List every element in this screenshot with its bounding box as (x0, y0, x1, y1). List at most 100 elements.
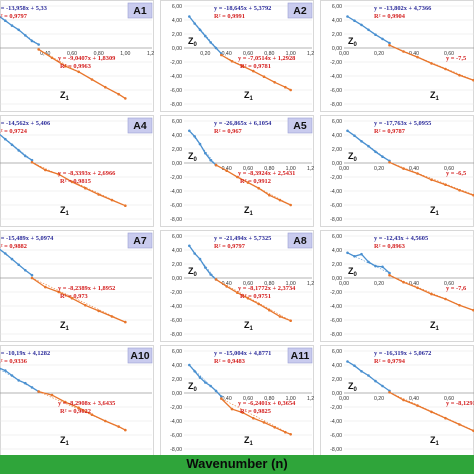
panel-label: A10 (130, 350, 149, 362)
panel-label-box (127, 117, 153, 134)
z0-series-trendline (0, 134, 33, 161)
x-tick-label: 0,40 (409, 281, 419, 287)
y-tick-label: 6,00 (172, 234, 182, 240)
z1-series-point (289, 433, 292, 436)
z0-series-trendline (189, 245, 217, 280)
z1-series-point (273, 81, 276, 84)
z0-r-squared: R² = 0,9797 (214, 243, 246, 250)
z0-r-squared: R² = 0,9991 (214, 13, 245, 20)
z0-series-trendline (347, 130, 390, 162)
x-tick-label: 0,60 (67, 51, 77, 57)
y-tick-label: -2,00 (330, 290, 342, 296)
panel-frame (320, 345, 474, 455)
z1-series-trendline (389, 162, 474, 196)
y-tick-label: 0,00 (172, 161, 182, 167)
z1-label: Z1 (430, 205, 440, 217)
chart-panel-a8: 6,00 4,00 2,00 0,00 -2,00 -4,00 -6,00 -8,00 0,40… (160, 230, 314, 342)
y-tick-label: 0,00 (332, 276, 342, 282)
y-tick-label: 4,00 (332, 133, 342, 139)
x-tick-label: 0,00 (339, 166, 349, 172)
y-tick-label: 2,00 (172, 32, 182, 38)
z1-r-squared: R² = 0,9912 (240, 178, 271, 185)
x-tick-label: 0,60 (444, 166, 454, 172)
z1-series-point (289, 88, 292, 92)
z0-series-point (367, 374, 370, 377)
xaxis-title: Wavenumber (n) (186, 456, 288, 471)
y-tick-label: -8,00 (330, 102, 342, 108)
y-tick-label: 2,00 (332, 32, 342, 38)
y-tick-label: 2,00 (332, 147, 342, 153)
z1-series-line (31, 277, 126, 323)
y-tick-label: -6,00 (330, 203, 342, 209)
y-tick-label: -8,00 (170, 332, 182, 338)
y-tick-label: -2,00 (170, 175, 182, 181)
x-tick-label: 1,20 (307, 396, 317, 402)
z1-equation: y = -8,3924x + 2,5431 (238, 170, 295, 177)
y-tick-label: -2,00 (330, 175, 342, 181)
z1-r-squared: R² = 0,9622 (60, 408, 91, 415)
y-tick-label: -6,00 (170, 318, 182, 324)
chart-panel-a10: A10 y = -10,19x + 4,1282R² = 0,9336 y = -8… (0, 345, 154, 455)
x-tick-label: 1,00 (286, 396, 296, 402)
z1-series-line (38, 390, 126, 431)
z0-series-point (198, 376, 202, 379)
z1-series-point (64, 64, 67, 68)
z0-equation: y = -12,43x + 4,5605 (374, 235, 428, 242)
z0-series-trendline (189, 364, 222, 397)
z1-r-squared: R² = 0,9963 (60, 63, 91, 70)
panel-label-box (287, 347, 313, 364)
x-tick-label: 0,40 (409, 166, 419, 172)
x-tick-label: 0,60 (444, 281, 454, 287)
y-tick-label: -2,00 (170, 60, 182, 66)
z1-series-point (124, 428, 127, 432)
panel-frame (0, 0, 154, 112)
z1-series-point (117, 92, 120, 96)
z0-equation: y = -16,319x + 5,0672 (374, 350, 431, 357)
z1-series-point (84, 186, 87, 190)
x-tick-label: 1,00 (286, 51, 296, 57)
y-tick-label: 4,00 (332, 248, 342, 254)
y-tick-label: -8,00 (330, 332, 342, 338)
z0-r-squared: R² = 0,9336 (0, 358, 28, 365)
y-tick-label: -4,00 (330, 419, 342, 425)
y-tick-label: -4,00 (330, 304, 342, 310)
z0-equation: y = -10,19x + 4,1282 (0, 350, 50, 357)
x-tick-label: 0,60 (444, 396, 454, 402)
z0-series-trendline (347, 361, 390, 392)
chart-panel-a5: 6,00 4,00 2,00 0,00 -2,00 -4,00 -6,00 -8,00 0,40… (160, 115, 314, 227)
panel-label: A8 (293, 235, 307, 247)
z1-series-point (90, 413, 94, 417)
z0-equation: y = -15,489x + 5,0974 (0, 235, 54, 242)
z1-series-point (252, 416, 255, 420)
z0-series-point (360, 140, 363, 143)
z0-series-point (198, 28, 202, 32)
z0-series-point (10, 374, 14, 377)
y-tick-label: 4,00 (172, 133, 182, 139)
z0-equation: y = -14,562x + 5,406 (0, 120, 51, 127)
z0-series-point (4, 369, 7, 372)
z1-series-point (97, 193, 100, 196)
z1-label: Z1 (60, 90, 70, 102)
z1-series-point (77, 406, 80, 410)
z1-series-point (84, 304, 87, 307)
z1-series-point (262, 75, 266, 78)
x-tick-label: 0,60 (444, 51, 454, 57)
z1-series-trendline (389, 392, 474, 431)
y-tick-label: -8,00 (330, 217, 342, 223)
z0-series-point (24, 154, 27, 158)
z0-series-trendline (0, 249, 33, 276)
z1-equation: y = -6,2401x + 0,3654 (238, 400, 296, 407)
z1-label: Z1 (60, 205, 70, 217)
z1-series-point (230, 407, 234, 411)
y-tick-label: -4,00 (170, 304, 182, 310)
panel-frame (320, 115, 474, 227)
z0-series-point (204, 266, 207, 269)
y-tick-label: -4,00 (330, 74, 342, 80)
z1-series-line (215, 278, 291, 322)
z0-series-point (30, 39, 34, 43)
x-tick-label: 0,20 (374, 396, 384, 402)
z0-series-point (4, 252, 7, 255)
z0-r-squared: R² = 0,9797 (0, 13, 28, 20)
z0-series-point (17, 149, 20, 152)
y-tick-label: 0,00 (172, 391, 182, 397)
